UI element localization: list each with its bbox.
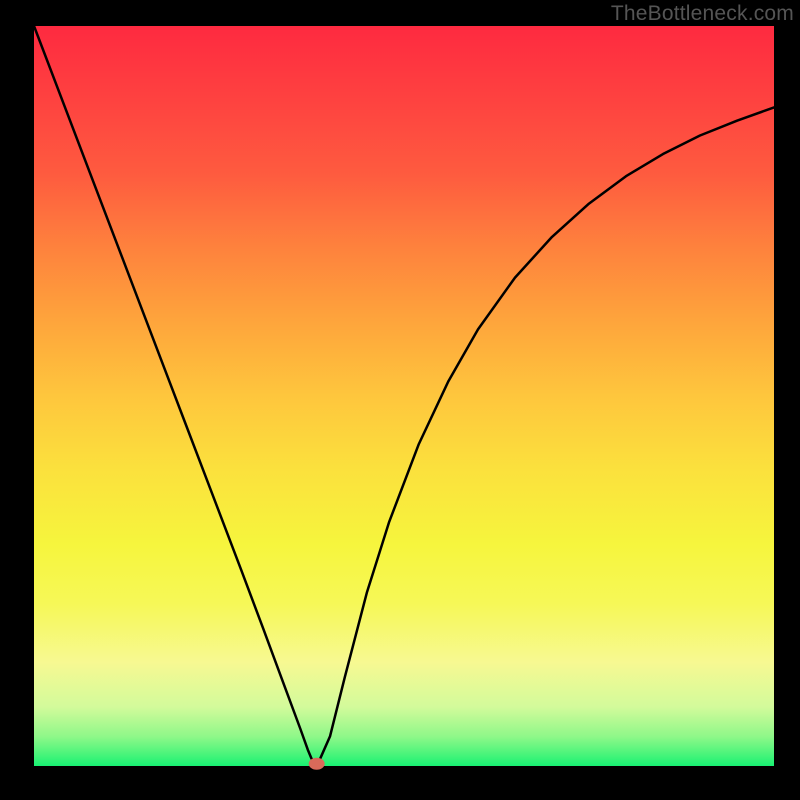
bottleneck-chart bbox=[0, 0, 800, 800]
minimum-marker bbox=[309, 758, 325, 770]
plot-area bbox=[34, 26, 774, 766]
chart-container: TheBottleneck.com bbox=[0, 0, 800, 800]
watermark-text: TheBottleneck.com bbox=[611, 2, 794, 26]
